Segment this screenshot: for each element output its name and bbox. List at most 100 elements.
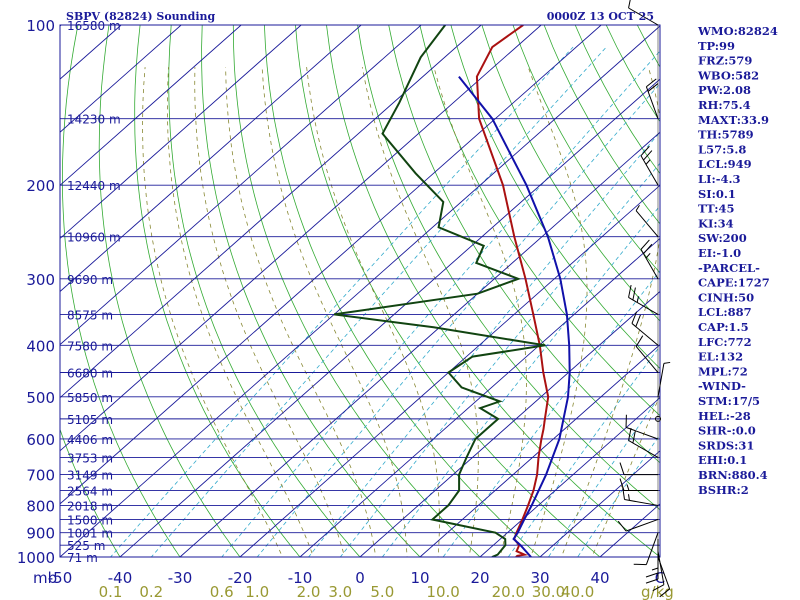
index-entry: TT:45 — [698, 202, 735, 216]
barb-flag-half — [663, 361, 671, 364]
temperature-tick-label: -30 — [168, 569, 193, 587]
height-label: 14230 m — [67, 113, 121, 127]
index-entry: PW:2.08 — [698, 83, 751, 97]
barb-flag-full — [645, 578, 659, 584]
index-entry: SRDS:31 — [698, 438, 754, 452]
isotherm-line — [419, 344, 660, 557]
wind-barb — [625, 414, 659, 440]
barb-flag-full — [622, 486, 626, 500]
barb-staff — [635, 346, 659, 373]
barb-flag-full — [643, 243, 653, 255]
wind-barb — [628, 284, 659, 315]
parcel-line — [458, 75, 571, 557]
wind-barb — [628, 0, 659, 26]
mixing-ratio-line — [221, 50, 660, 557]
index-entry: SW:200 — [698, 231, 747, 245]
wind-barb — [635, 205, 659, 238]
barb-staff — [628, 440, 659, 458]
moist-adiabat-line — [361, 67, 479, 557]
profile-lines — [333, 25, 571, 557]
mixing-ratio-tick-label: 20.0 — [492, 583, 525, 600]
moist-adiabat-line — [527, 66, 588, 557]
barb-flag-full — [628, 427, 632, 441]
barb-flag-half — [645, 252, 651, 259]
dry-adiabat-line — [201, 25, 421, 557]
barb-staff — [640, 155, 659, 186]
barb-flag-full — [643, 150, 653, 161]
moist-adiabat-line — [261, 67, 408, 557]
temperature-tick-label: -40 — [108, 569, 133, 587]
wind-barb — [652, 551, 665, 592]
pressure-tick-label: 900 — [26, 525, 55, 543]
mixing-ratio-tick-label: 0.6 — [210, 583, 234, 600]
isotherm-line — [60, 25, 542, 452]
dry-adiabat-line — [793, 25, 800, 568]
index-entry: FRZ:579 — [698, 54, 752, 68]
dry-adiabat-line — [762, 25, 800, 568]
barb-flag-full — [628, 0, 631, 9]
index-entry: LCL:949 — [698, 157, 752, 171]
barb-staff — [645, 532, 659, 565]
barb-staff — [657, 551, 665, 585]
height-label: 2564 m — [67, 485, 113, 499]
indices-panel: WMO:82824TP:99FRZ:579WBO:582PW:2.08RH:75… — [697, 24, 778, 497]
height-label: 12440 m — [67, 179, 121, 193]
mixing-ratio-tick-label: 0.1 — [99, 583, 123, 600]
barb-flag-half — [628, 494, 630, 501]
index-entry: CINH:50 — [698, 290, 754, 304]
calm-wind-mark — [655, 415, 661, 422]
dry-adiabat-line — [419, 25, 660, 417]
isotherm-line — [60, 25, 362, 293]
temperature-tick-label: 0 — [355, 569, 365, 587]
mixing-ratio-tick-label: 1.0 — [245, 583, 269, 600]
pressure-tick-label: 700 — [26, 467, 55, 485]
isotherm-line — [359, 290, 660, 557]
dry-adiabat-line — [134, 25, 301, 557]
pressure-tick-label: 800 — [26, 497, 55, 515]
index-entry: HEL:-28 — [698, 409, 751, 423]
dry-adiabat-line — [264, 25, 541, 557]
isotherm-line — [179, 131, 660, 557]
height-label: 8575 m — [67, 308, 113, 322]
isotherm-line — [60, 25, 422, 346]
isotherm-line — [60, 25, 482, 399]
index-entry: EHI:0.1 — [698, 453, 747, 467]
barb-flag-full — [631, 311, 638, 324]
wind-barb — [635, 335, 659, 373]
mixing-ratio-line — [256, 82, 660, 557]
mixing-ratio-unit: g/kg — [641, 583, 674, 600]
chart-title: SBPV (82824) Sounding — [66, 10, 216, 23]
barb-flag-full — [617, 520, 627, 532]
height-label: 9690 m — [67, 273, 113, 287]
plot-frame — [59, 24, 661, 558]
isotherm-line — [60, 25, 602, 505]
temperature-tick-label: 40 — [590, 569, 609, 587]
barb-staff — [624, 499, 659, 506]
barb-staff — [635, 210, 659, 238]
index-entry: TH:5789 — [698, 128, 754, 142]
height-label: 10960 m — [67, 231, 121, 245]
index-entry: MPL:72 — [698, 364, 748, 378]
barb-flag-half — [651, 567, 659, 571]
mixing-ratio-tick-label: 2.0 — [297, 583, 321, 600]
height-label: 6680 m — [67, 367, 113, 381]
dry-adiabat-line — [357, 25, 660, 511]
temperature-tick-label: 30 — [530, 569, 549, 587]
dry-adiabat-line — [574, 25, 660, 175]
dry-adiabat-line — [450, 25, 660, 370]
barb-flag-full — [619, 478, 625, 491]
barb-flag-full — [640, 239, 650, 250]
background-grid — [60, 25, 800, 568]
wind-barb — [657, 361, 671, 397]
moist-adiabat-line — [166, 67, 314, 557]
height-label: 525 m — [67, 539, 105, 553]
barb-flag-full — [659, 588, 670, 598]
mixing-ratio-line — [339, 162, 660, 557]
barb-staff — [628, 7, 659, 26]
barb-staff — [631, 323, 659, 346]
index-entry: STM:17/5 — [698, 394, 760, 408]
barb-flag-half — [626, 484, 630, 491]
wind-barb — [619, 462, 658, 476]
mixing-ratio-tick-label: 3.0 — [328, 583, 352, 600]
